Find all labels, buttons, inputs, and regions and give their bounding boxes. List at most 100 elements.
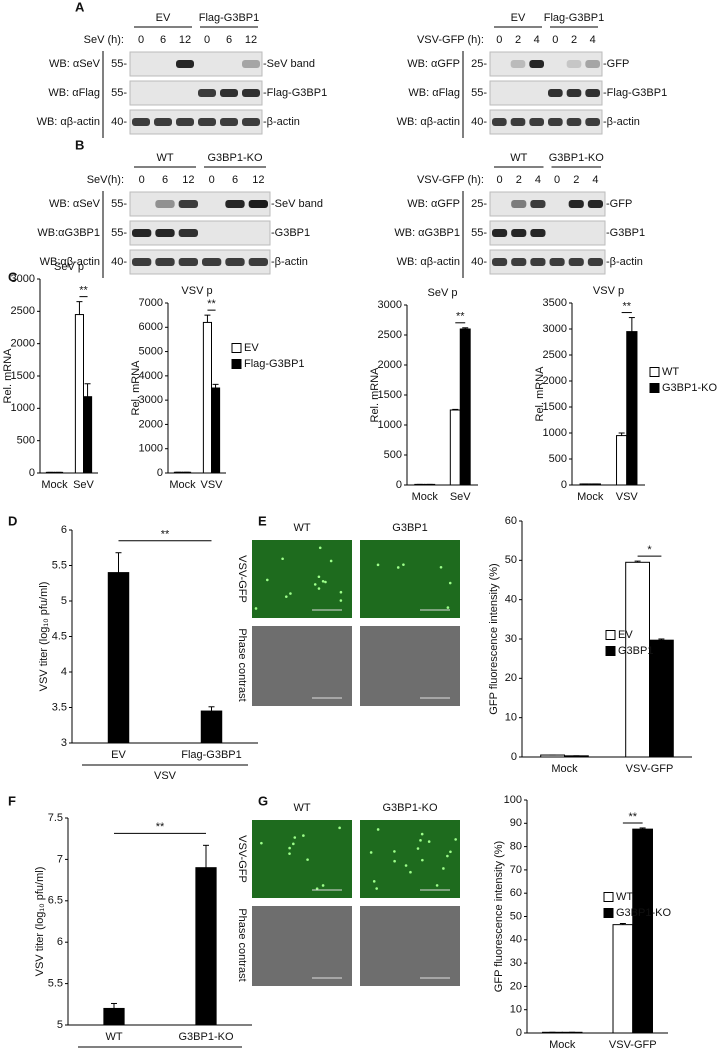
blot-band — [568, 258, 584, 266]
size-marker: 40- — [111, 116, 127, 128]
group-label: WT — [156, 152, 173, 164]
band-target: -GFP — [606, 198, 632, 210]
blot-strip — [489, 191, 606, 217]
blot-band — [178, 229, 198, 237]
image-column-label: WT — [293, 802, 310, 814]
band-target: -GFP — [603, 58, 629, 70]
y-tick-label: 30 — [510, 957, 522, 969]
cell-dot — [376, 563, 380, 567]
significance: ** — [622, 300, 631, 312]
y-tick-label: 5 — [57, 1019, 63, 1031]
significance: ** — [156, 821, 165, 833]
x-tick-label: EV — [111, 749, 126, 761]
cell-dot — [376, 828, 380, 831]
y-tick-label: 6 — [57, 936, 63, 948]
y-tick-label: 6 — [61, 524, 67, 536]
cell-dot — [393, 850, 396, 853]
band-target: -G3BP1 — [271, 227, 310, 239]
x-tick-label: VSV-GFP — [609, 1039, 657, 1050]
x-tick-label: Mock — [577, 491, 604, 503]
band-target: -β-actin — [603, 116, 640, 128]
row-label: WB: αFlag — [48, 87, 100, 99]
time-point: 2 — [515, 34, 521, 46]
x-tick-label: VSV — [200, 479, 223, 491]
fluorescence-image — [360, 540, 460, 618]
bar — [626, 331, 638, 486]
y-tick-label: 1000 — [11, 402, 35, 414]
y-axis-label: VSV titer (log₁₀ pfu/ml) — [34, 867, 46, 977]
cell-dot — [317, 575, 321, 579]
significance: ** — [628, 811, 637, 823]
cell-dot — [421, 858, 424, 862]
blot-band — [242, 118, 260, 126]
y-axis-label: Rel. mRNA — [534, 366, 546, 422]
blot-band — [566, 89, 582, 97]
cell-dot — [435, 884, 439, 887]
y-tick-label: 0 — [561, 479, 567, 491]
y-tick-label: 1000 — [139, 443, 163, 455]
phase-image — [252, 626, 352, 706]
image-column-label: G3BP1-KO — [382, 802, 437, 814]
y-axis-label: VSV titer (log₁₀ pfu/ml) — [38, 582, 50, 692]
panel-label: G — [258, 793, 268, 808]
group-label: Flag-G3BP1 — [199, 12, 260, 24]
legend-label: G3BP1-KO — [662, 382, 717, 394]
bar — [103, 1007, 125, 1026]
cell-dot — [318, 546, 322, 550]
blot-band — [510, 118, 526, 126]
cell-dot — [302, 834, 305, 837]
blot-strip — [129, 51, 263, 77]
y-tick-label: 0 — [29, 467, 35, 479]
blot-band — [585, 60, 600, 68]
time-point: 4 — [534, 34, 540, 46]
significance: ** — [207, 298, 216, 310]
legend-swatch — [649, 367, 660, 377]
y-tick-label: 10 — [505, 712, 517, 724]
time-point: 0 — [497, 174, 503, 186]
bar — [107, 572, 130, 744]
blot-band — [530, 258, 546, 266]
blot-strip — [489, 80, 603, 106]
y-tick-label: 2000 — [139, 418, 163, 430]
x-tick-label: Mock — [549, 1039, 576, 1050]
size-marker: 40- — [111, 256, 127, 268]
size-marker: 40- — [471, 256, 487, 268]
blot-band — [198, 118, 216, 126]
cell-dot — [339, 590, 343, 594]
blot-band — [225, 200, 245, 208]
cell-dot — [393, 859, 396, 863]
group-label: EV — [156, 12, 171, 24]
blot-strip — [489, 51, 603, 77]
cell-dot — [375, 887, 378, 890]
bar — [459, 328, 471, 486]
panel-label: B — [75, 137, 84, 152]
size-marker: 40- — [471, 116, 487, 128]
chart-title: SeV p — [54, 261, 84, 273]
blot-band — [132, 258, 152, 266]
significance: ** — [161, 529, 170, 541]
chart-title: VSV p — [181, 285, 212, 297]
y-tick-label: 50 — [510, 910, 522, 922]
blot-band — [132, 118, 150, 126]
blot-band — [220, 89, 238, 97]
y-axis-label: Rel. mRNA — [369, 367, 381, 423]
y-tick-label: 2500 — [11, 305, 35, 317]
y-axis-label: Rel. mRNA — [130, 360, 142, 416]
cell-dot — [317, 587, 321, 590]
chart-title: SeV p — [428, 287, 458, 299]
time-point: 0 — [209, 174, 215, 186]
time-point: 6 — [162, 174, 168, 186]
y-tick-label: 3000 — [139, 394, 163, 406]
time-point: 4 — [590, 34, 596, 46]
x-tick-label: VSV-GFP — [626, 763, 674, 775]
blot-strip — [489, 220, 606, 246]
phase-image — [360, 626, 460, 706]
significance: * — [647, 544, 652, 556]
bar — [211, 387, 221, 474]
blot-band — [529, 60, 544, 68]
x-tick-label: SeV — [73, 479, 94, 491]
cell-dot — [281, 557, 284, 561]
y-tick-label: 100 — [504, 794, 522, 806]
legend-swatch — [605, 630, 616, 640]
